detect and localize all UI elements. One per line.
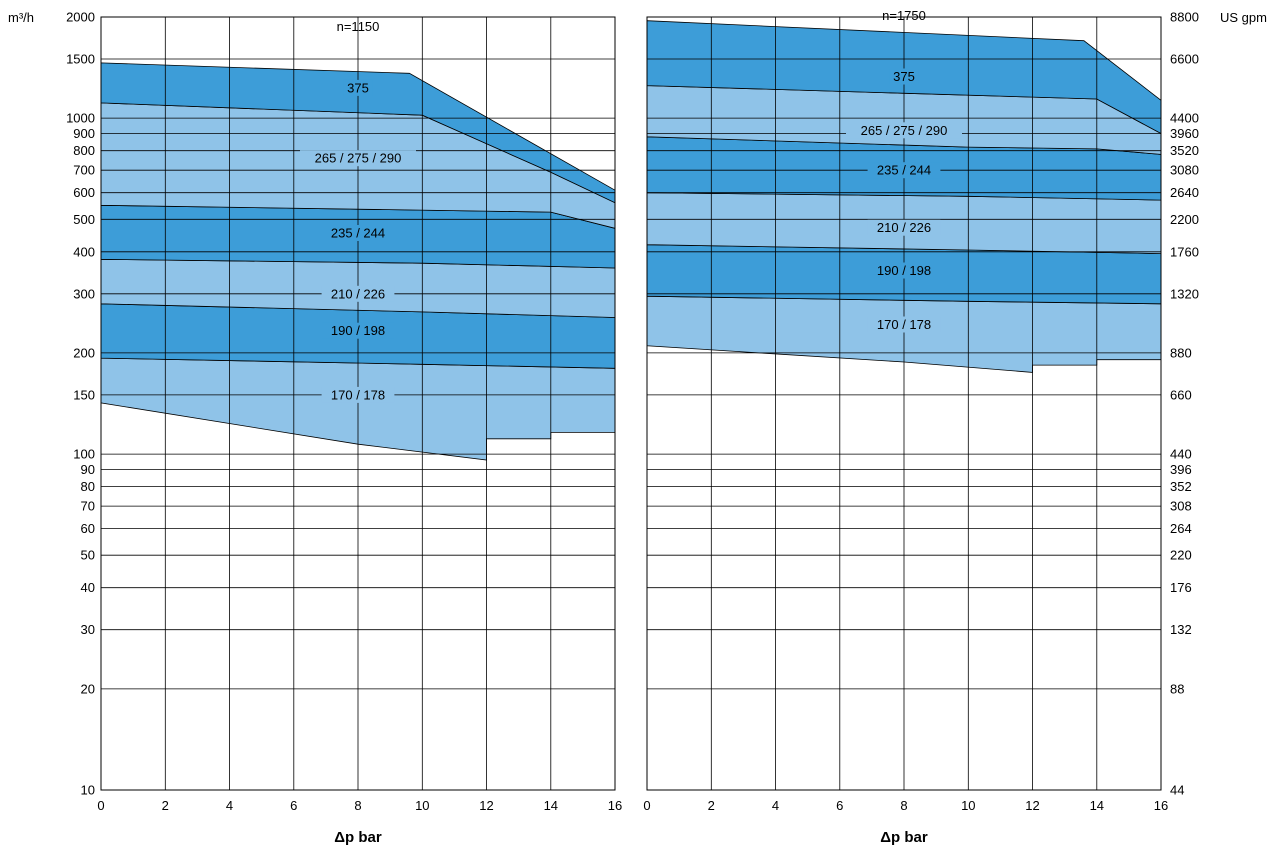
y-tick-label: 40 bbox=[81, 580, 95, 595]
y-tick-label: 88 bbox=[1170, 681, 1184, 696]
band-label-bg bbox=[867, 219, 941, 236]
y-tick-label: 1760 bbox=[1170, 244, 1199, 259]
x-tick-label: 14 bbox=[544, 798, 558, 813]
y-tick-label: 6600 bbox=[1170, 52, 1199, 67]
y-tick-label: 1500 bbox=[66, 52, 95, 67]
y-tick-label: 220 bbox=[1170, 548, 1192, 563]
band-label-bg bbox=[300, 150, 416, 167]
x-tick-label: 0 bbox=[97, 798, 104, 813]
y-tick-label: 700 bbox=[73, 163, 95, 178]
y-tick-label: 132 bbox=[1170, 622, 1192, 637]
y-tick-label: 440 bbox=[1170, 447, 1192, 462]
band-label-bg bbox=[343, 79, 373, 96]
band-label: 210 / 226 bbox=[877, 220, 931, 235]
x-tick-label: 8 bbox=[354, 798, 361, 813]
y-tick-label: 10 bbox=[81, 783, 95, 798]
chart-panel-left: 1020304050607080901001502003004005006007… bbox=[8, 10, 622, 847]
band-label-bg bbox=[867, 262, 941, 279]
y-tick-label: 300 bbox=[73, 286, 95, 301]
y-tick-label: 30 bbox=[81, 622, 95, 637]
y-tick-label: 2200 bbox=[1170, 212, 1199, 227]
band-label-bg bbox=[321, 225, 395, 241]
y-tick-label: 60 bbox=[81, 521, 95, 536]
x-tick-label: 2 bbox=[708, 798, 715, 813]
y-tick-label: 2640 bbox=[1170, 185, 1199, 200]
plot-frame bbox=[646, 16, 1162, 791]
y-tick-label: 90 bbox=[81, 462, 95, 477]
y-tick-label: 660 bbox=[1170, 387, 1192, 402]
x-tick-label: 2 bbox=[162, 798, 169, 813]
y-tick-label: 1000 bbox=[66, 111, 95, 126]
y-tick-label: 50 bbox=[81, 548, 95, 563]
y-tick-label: 1320 bbox=[1170, 286, 1199, 301]
band-label-bg bbox=[867, 162, 941, 179]
band-label-bg bbox=[321, 322, 395, 339]
y-tick-label: 3080 bbox=[1170, 163, 1199, 178]
y-tick-label: 352 bbox=[1170, 479, 1192, 494]
y-tick-label: 176 bbox=[1170, 580, 1192, 595]
y-tick-label: 80 bbox=[81, 479, 95, 494]
y-tick-label: 100 bbox=[73, 447, 95, 462]
band-label-bg bbox=[321, 386, 395, 403]
x-tick-label: 4 bbox=[226, 798, 233, 813]
y-tick-label: 20 bbox=[81, 681, 95, 696]
y-tick-label: 800 bbox=[73, 143, 95, 158]
speed-label: n=1150 bbox=[337, 19, 380, 34]
band-label-bg bbox=[889, 68, 919, 85]
y-tick-label: 8800 bbox=[1170, 10, 1199, 25]
plot-frame bbox=[100, 16, 616, 791]
band-label: 210 / 226 bbox=[331, 286, 385, 301]
y-tick-label: 264 bbox=[1170, 521, 1192, 536]
band-label: 190 / 198 bbox=[331, 323, 385, 338]
speed-label: n=1750 bbox=[882, 8, 926, 23]
x-tick-label: 6 bbox=[836, 798, 843, 813]
y-tick-label: 150 bbox=[73, 387, 95, 402]
band-label: 265 / 275 / 290 bbox=[861, 123, 948, 138]
y-tick-label: 3520 bbox=[1170, 143, 1199, 158]
y-tick-label: 308 bbox=[1170, 499, 1192, 514]
x-tick-label: 8 bbox=[900, 798, 907, 813]
y-tick-label: 44 bbox=[1170, 783, 1184, 798]
band-label-bg bbox=[321, 285, 395, 302]
x-tick-label: 4 bbox=[772, 798, 779, 813]
y-tick-label: 400 bbox=[73, 244, 95, 259]
y-tick-label: 200 bbox=[73, 345, 95, 360]
y-tick-label: 70 bbox=[81, 499, 95, 514]
y-tick-label: 396 bbox=[1170, 462, 1192, 477]
x-tick-label: 0 bbox=[643, 798, 650, 813]
chart-panel-right: 4488132176220264308352396440660880132017… bbox=[643, 8, 1267, 846]
x-tick-label: 10 bbox=[961, 798, 975, 813]
x-tick-label: 12 bbox=[1025, 798, 1039, 813]
band-label: 375 bbox=[893, 69, 915, 84]
y-tick-label: 880 bbox=[1170, 345, 1192, 360]
y-axis-unit-label: US gpm bbox=[1220, 10, 1267, 25]
y-tick-label: 500 bbox=[73, 212, 95, 227]
band-label: 235 / 244 bbox=[877, 163, 931, 178]
x-tick-label: 12 bbox=[479, 798, 493, 813]
y-axis-unit-label: m³/h bbox=[8, 10, 34, 25]
y-tick-label: 3960 bbox=[1170, 126, 1199, 141]
x-axis-label: Δp bar bbox=[334, 829, 382, 846]
band-label: 235 / 244 bbox=[331, 226, 385, 241]
y-tick-label: 600 bbox=[73, 185, 95, 200]
band-label-bg bbox=[846, 122, 962, 139]
x-axis-label: Δp bar bbox=[880, 829, 928, 846]
band-label: 265 / 275 / 290 bbox=[315, 151, 402, 166]
band-label: 170 / 178 bbox=[877, 317, 931, 332]
x-tick-label: 16 bbox=[1154, 798, 1168, 813]
x-tick-label: 6 bbox=[290, 798, 297, 813]
band-label: 375 bbox=[347, 80, 369, 95]
band-label: 170 / 178 bbox=[331, 387, 385, 402]
x-tick-label: 10 bbox=[415, 798, 429, 813]
x-tick-label: 16 bbox=[608, 798, 622, 813]
band-label: 190 / 198 bbox=[877, 263, 931, 278]
x-tick-label: 14 bbox=[1090, 798, 1104, 813]
y-tick-label: 2000 bbox=[66, 10, 95, 25]
y-tick-label: 4400 bbox=[1170, 111, 1199, 126]
band-label-bg bbox=[867, 316, 941, 333]
y-tick-label: 900 bbox=[73, 126, 95, 141]
